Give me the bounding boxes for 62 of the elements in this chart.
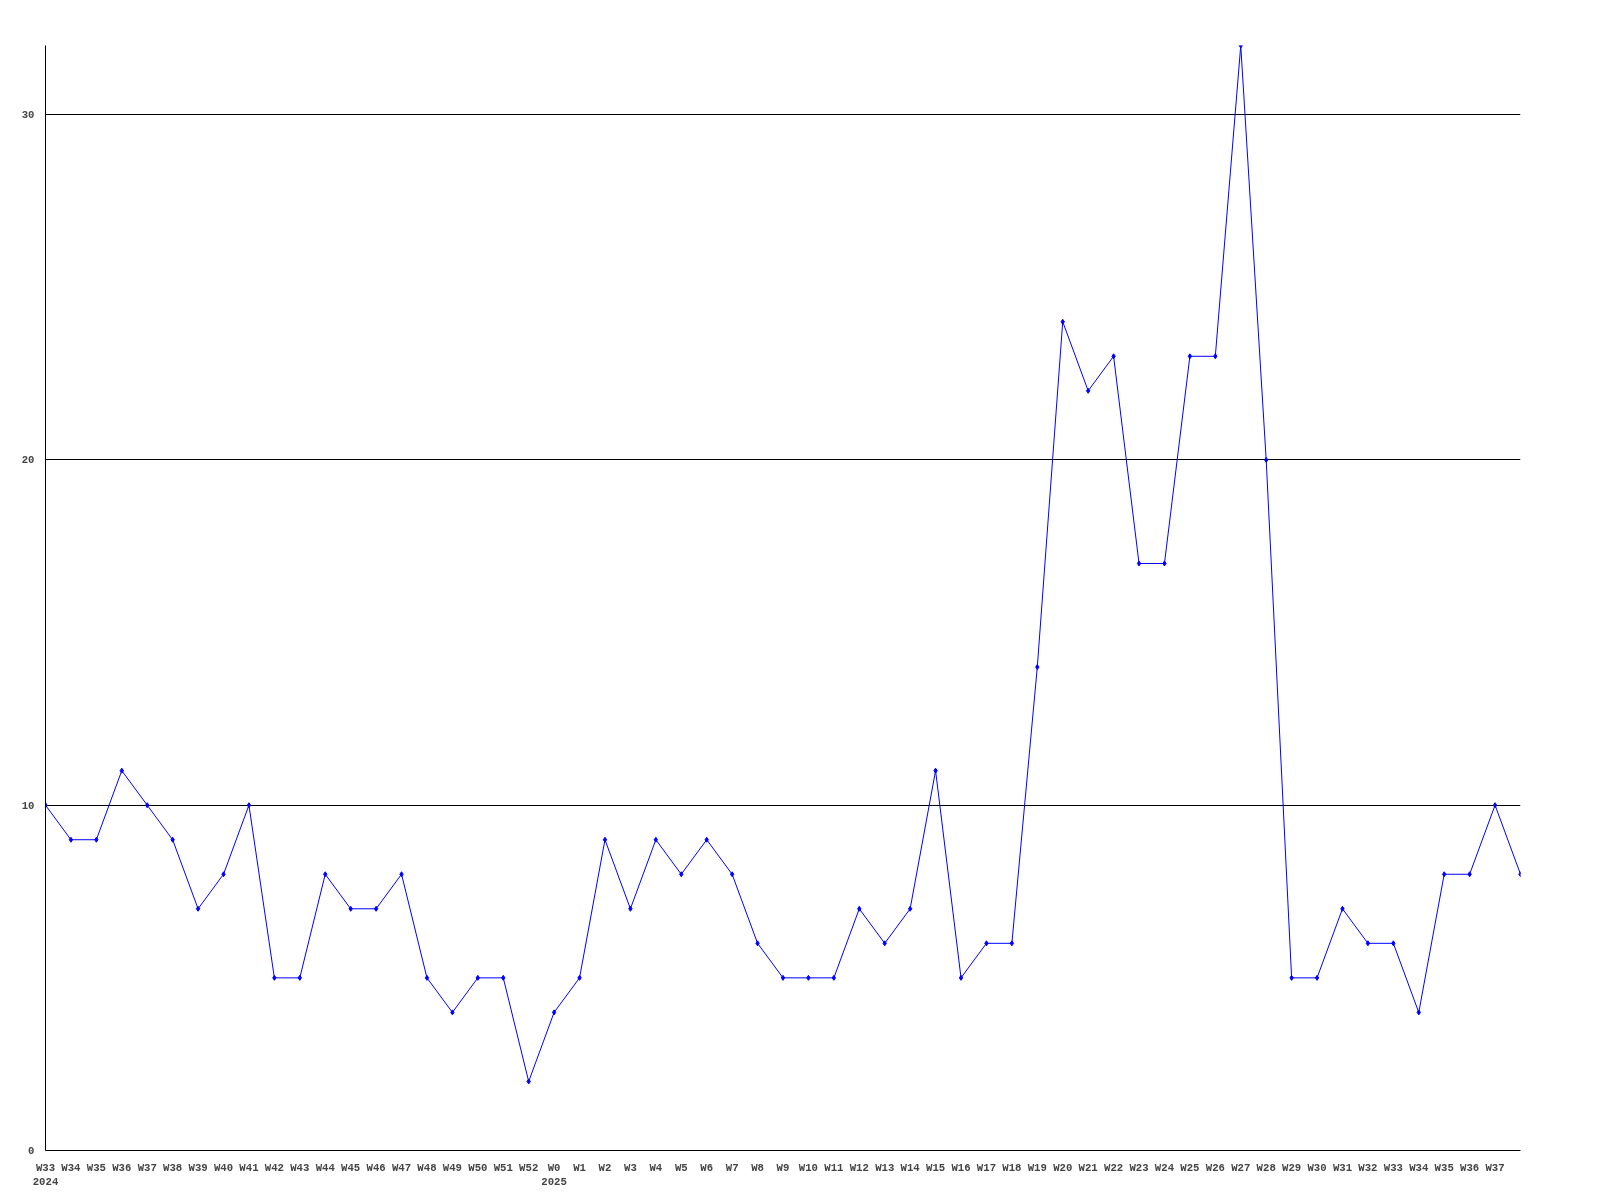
y-tick-label: 0 xyxy=(28,1145,35,1157)
x-tick-label: W37 xyxy=(1485,1161,1505,1174)
x-tick-label: W14 xyxy=(900,1161,921,1174)
y-tick-label: 10 xyxy=(21,799,35,812)
x-tick-label: W33 xyxy=(1383,1161,1403,1174)
x-tick-label: W45 xyxy=(341,1161,361,1174)
x-tick-label: W18 xyxy=(1002,1161,1022,1174)
x-tick-label: W48 xyxy=(417,1161,437,1174)
x-tick-label: W0 2025 xyxy=(541,1161,567,1188)
x-tick-label: W15 xyxy=(925,1161,946,1174)
x-tick-label: W2 xyxy=(598,1161,612,1174)
x-tick-label: W4 xyxy=(649,1161,663,1174)
y-tick-label: 30 xyxy=(21,109,35,122)
x-tick-label: W13 xyxy=(875,1161,895,1174)
x-tick-label: W52 xyxy=(519,1161,539,1174)
x-tick-label: W23 xyxy=(1129,1161,1149,1174)
x-tick-label: W9 xyxy=(776,1161,790,1174)
x-tick-label: W44 xyxy=(315,1161,336,1174)
x-tick-label: W16 xyxy=(951,1161,971,1174)
x-tick-label: W42 xyxy=(264,1161,284,1174)
x-tick-label: W10 xyxy=(798,1161,819,1174)
x-tick-label: W26 xyxy=(1205,1161,1225,1174)
x-tick-label: W11 xyxy=(824,1161,844,1174)
x-tick-label: W31 xyxy=(1332,1161,1353,1174)
x-tick-label: W3 xyxy=(624,1161,637,1174)
x-tick-label: W32 xyxy=(1358,1161,1378,1174)
x-tick-label: W34 xyxy=(61,1161,82,1174)
x-tick-label: W7 xyxy=(725,1161,739,1174)
x-tick-label: W51 xyxy=(493,1161,513,1174)
x-tick-label: W1 xyxy=(573,1161,586,1174)
x-tick-label: W35 xyxy=(86,1161,106,1174)
x-tick-label: W47 xyxy=(391,1161,412,1174)
x-tick-label: W30 xyxy=(1307,1161,1327,1174)
x-tick-label: W8 xyxy=(751,1161,764,1174)
x-tick-label: W37 xyxy=(137,1161,157,1174)
x-tick-label: W40 xyxy=(213,1161,234,1174)
x-tick-label: W21 xyxy=(1078,1161,1098,1174)
x-tick-label: W6 xyxy=(700,1161,714,1174)
x-tick-label: W35 xyxy=(1434,1161,1454,1174)
x-tick-label: W38 xyxy=(163,1161,183,1174)
x-tick-label: W50 xyxy=(468,1161,488,1174)
x-tick-label: W36 xyxy=(1460,1161,1480,1174)
x-tick-label: W28 xyxy=(1256,1161,1276,1174)
x-tick-label: W43 xyxy=(290,1161,310,1174)
x-tick-label: W36 xyxy=(112,1161,132,1174)
x-tick-label: W22 xyxy=(1104,1161,1124,1174)
x-tick-label: W33 2024 xyxy=(32,1161,59,1188)
x-tick-label: W12 xyxy=(849,1161,869,1174)
x-tick-label: W25 xyxy=(1180,1161,1200,1174)
x-tick-label: W41 xyxy=(239,1161,259,1174)
y-tick-label: 20 xyxy=(21,454,35,467)
x-tick-label: W24 xyxy=(1154,1161,1175,1174)
x-tick-label: W5 xyxy=(674,1161,688,1174)
x-tick-label: W27 xyxy=(1231,1161,1251,1174)
x-tick-label: W17 xyxy=(976,1161,997,1174)
x-tick-label: W39 xyxy=(188,1161,208,1174)
x-tick-label: W34 xyxy=(1409,1161,1429,1174)
x-tick-label: W20 xyxy=(1053,1161,1073,1174)
x-tick-label: W29 xyxy=(1282,1161,1302,1174)
x-tick-label: W19 xyxy=(1027,1161,1047,1174)
x-tick-label: W49 xyxy=(442,1161,462,1174)
x-tick-label: W46 xyxy=(366,1161,386,1174)
